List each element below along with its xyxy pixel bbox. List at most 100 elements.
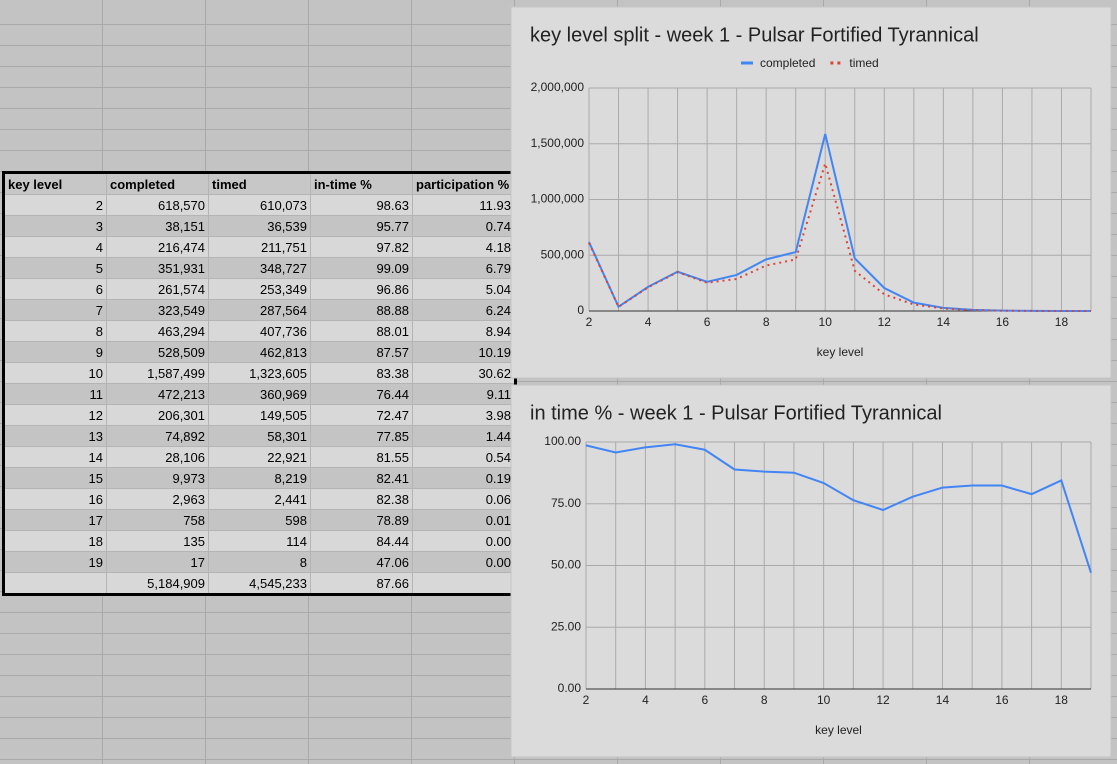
y-tick-label: 75.00	[551, 496, 581, 510]
table-cell: 206,301	[106, 404, 209, 426]
table-cell: 95.77	[310, 215, 413, 237]
table-cell: 323,549	[106, 299, 209, 321]
table-cell: 22,921	[208, 446, 311, 468]
table-cell: 261,574	[106, 278, 209, 300]
table-cell: 0.54	[412, 446, 516, 468]
table-row: 9 528,509 462,813 87.57 10.19	[3, 341, 516, 363]
table-cell: 8,219	[208, 467, 311, 489]
table-cell: 10.19	[412, 341, 516, 363]
y-tick-label: 2,000,000	[531, 80, 585, 94]
table-cell: 76.44	[310, 383, 413, 405]
x-tick-label: 6	[701, 693, 708, 707]
data-line	[588, 159, 1092, 312]
table-cell: 114	[208, 530, 311, 552]
table-cell: 6	[3, 278, 107, 300]
table-cell	[412, 572, 516, 595]
table-row: 4 216,474 211,751 97.82 4.18	[3, 236, 516, 258]
x-tick-label: 16	[996, 315, 1010, 329]
table-cell: 1,323,605	[208, 362, 311, 384]
x-tick-label: 16	[995, 693, 1009, 707]
table-cell: key level	[3, 172, 107, 195]
x-tick-label: 18	[1055, 693, 1069, 707]
table-cell: 7	[3, 299, 107, 321]
table-cell: 216,474	[106, 236, 209, 258]
x-tick-label: 10	[819, 315, 833, 329]
table-row: 18 135 114 84.44 0.00	[3, 530, 516, 552]
table-cell: 88.01	[310, 320, 413, 342]
table-cell: 0.74	[412, 215, 516, 237]
y-tick-label: 50.00	[551, 558, 581, 572]
table-cell: 87.66	[310, 572, 413, 595]
table-cell: 2	[3, 194, 107, 216]
x-tick-label: 2	[583, 693, 590, 707]
table-cell: 81.55	[310, 446, 413, 468]
x-axis-label: key level	[815, 723, 862, 737]
legend-label: completed	[760, 56, 815, 70]
data-table: key level completed timed in-time % particip…	[2, 171, 517, 596]
y-tick-label: 1,000,000	[531, 192, 585, 206]
table-cell: 18	[3, 530, 107, 552]
table-cell: 2,963	[106, 488, 209, 510]
table-cell: 407,736	[208, 320, 311, 342]
table-cell: completed	[106, 172, 209, 195]
table-row: 17 758 598 78.89 0.01	[3, 509, 516, 531]
table-cell: 3	[3, 215, 107, 237]
x-tick-label: 10	[817, 693, 831, 707]
table-cell: 87.57	[310, 341, 413, 363]
table-cell: 0.00	[412, 530, 516, 552]
x-tick-label: 14	[937, 315, 951, 329]
x-tick-label: 12	[876, 693, 890, 707]
x-axis-label: key level	[817, 345, 864, 359]
table-cell: participation %	[412, 172, 516, 195]
y-tick-label: 1,500,000	[531, 136, 585, 150]
table-cell: 17	[3, 509, 107, 531]
data-line	[585, 443, 1092, 574]
chart-title: in time % - week 1 - Pulsar Fortified Ty…	[530, 402, 942, 424]
table-row: 7 323,549 287,564 88.88 6.24	[3, 299, 516, 321]
table-cell: 4	[3, 236, 107, 258]
table-row: 14 28,106 22,921 81.55 0.54	[3, 446, 516, 468]
chart-panel	[510, 384, 1112, 758]
table-cell: 9.11	[412, 383, 516, 405]
table-cell: 36,539	[208, 215, 311, 237]
table-row: 12 206,301 149,505 72.47 3.98	[3, 404, 516, 426]
table-cell: 149,505	[208, 404, 311, 426]
table-row: key level completed timed in-time % particip…	[3, 172, 516, 195]
table-cell: 8	[208, 551, 311, 573]
x-tick-label: 18	[1055, 315, 1069, 329]
table-cell: 72.47	[310, 404, 413, 426]
table-cell	[3, 572, 107, 595]
table-cell: 287,564	[208, 299, 311, 321]
table-cell: 4,545,233	[208, 572, 311, 595]
table-cell: 14	[3, 446, 107, 468]
table-cell: 8.94	[412, 320, 516, 342]
table-cell: 12	[3, 404, 107, 426]
table-cell: 610,073	[208, 194, 311, 216]
table-cell: 598	[208, 509, 311, 531]
table-row: 16 2,963 2,441 82.38 0.06	[3, 488, 516, 510]
chart-title: key level split - week 1 - Pulsar Fortif…	[530, 24, 979, 46]
table-cell: 30.62	[412, 362, 516, 384]
x-tick-label: 4	[642, 693, 649, 707]
table-cell: 528,509	[106, 341, 209, 363]
table-row: 8 463,294 407,736 88.01 8.94	[3, 320, 516, 342]
y-tick-label: 500,000	[541, 247, 585, 261]
x-tick-label: 6	[704, 315, 711, 329]
table-cell: 96.86	[310, 278, 413, 300]
table-row: 5,184,909 4,545,233 87.66	[3, 572, 516, 595]
table-cell: 618,570	[106, 194, 209, 216]
table-cell: 15	[3, 467, 107, 489]
table-cell: 3.98	[412, 404, 516, 426]
x-tick-label: 8	[763, 315, 770, 329]
table-cell: 6.24	[412, 299, 516, 321]
table-cell: 99.09	[310, 257, 413, 279]
table-row: 2 618,570 610,073 98.63 11.93	[3, 194, 516, 216]
table-cell: 11.93	[412, 194, 516, 216]
table-row: 10 1,587,499 1,323,605 83.38 30.62	[3, 362, 516, 384]
table-cell: 0.01	[412, 509, 516, 531]
table-cell: 74,892	[106, 425, 209, 447]
table-cell: 88.88	[310, 299, 413, 321]
y-tick-label: 25.00	[551, 619, 581, 633]
x-tick-label: 8	[761, 693, 768, 707]
legend-label: timed	[849, 56, 878, 70]
